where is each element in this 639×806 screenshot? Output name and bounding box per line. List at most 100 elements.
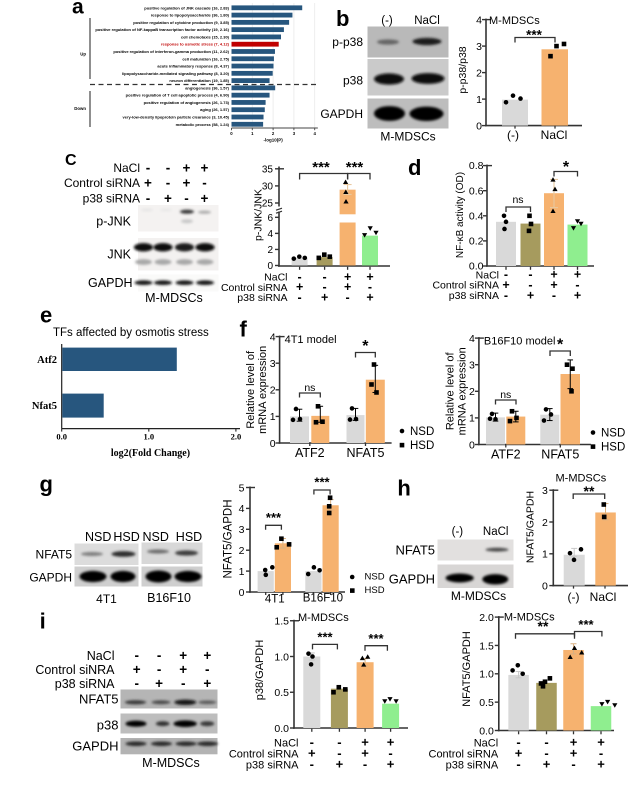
- svg-text:GAPDH: GAPDH: [29, 571, 72, 585]
- svg-text:-: -: [337, 735, 341, 750]
- svg-text:b: b: [336, 6, 349, 31]
- svg-text:-: -: [146, 160, 151, 175]
- svg-text:6: 6: [267, 213, 273, 224]
- svg-text:NFAT5: NFAT5: [396, 543, 436, 558]
- svg-text:GAPDH: GAPDH: [389, 572, 435, 587]
- svg-text:cell maturation (16, 2.75): cell maturation (16, 2.75): [182, 56, 229, 61]
- svg-text:4: 4: [270, 331, 276, 343]
- svg-text:positive regulation of interfe: positive regulation of interferon-gamma …: [113, 49, 229, 54]
- svg-text:aging (26, 1.57): aging (26, 1.57): [200, 107, 230, 112]
- svg-text:NFAT5/GAPDH: NFAT5/GAPDH: [223, 499, 235, 578]
- svg-text:4: 4: [239, 503, 245, 515]
- svg-text:(-): (-): [381, 15, 393, 27]
- svg-text:2.0: 2.0: [231, 432, 242, 442]
- svg-text:4: 4: [314, 131, 317, 136]
- svg-text:p-p38/p38: p-p38/p38: [457, 46, 469, 93]
- svg-text:0: 0: [267, 261, 273, 272]
- svg-text:f: f: [240, 316, 248, 341]
- svg-text:*: *: [563, 159, 570, 176]
- svg-text:0.2: 0.2: [469, 236, 484, 248]
- svg-text:very-low-density lipoprotein p: very-low-density lipoprotein particle cl…: [123, 115, 230, 120]
- svg-text:positive regulation of NF-kapp: positive regulation of NF-kappaB transcr…: [95, 27, 229, 32]
- svg-text:p38 siRNA: p38 siRNA: [449, 290, 499, 302]
- svg-text:+: +: [155, 676, 163, 691]
- svg-text:-: -: [571, 757, 575, 772]
- svg-text:0.4: 0.4: [469, 210, 484, 222]
- svg-text:HSD: HSD: [601, 442, 625, 454]
- svg-text:1: 1: [239, 566, 245, 578]
- svg-text:-: -: [599, 746, 603, 761]
- svg-text:NSD: NSD: [365, 572, 385, 583]
- svg-text:+: +: [203, 648, 211, 663]
- svg-text:positive regulation of JNK cas: positive regulation of JNK cascade (16, …: [144, 5, 229, 10]
- svg-text:p38/GAPDH: p38/GAPDH: [254, 640, 266, 701]
- svg-text:neuron differentiation (19, 1.: neuron differentiation (19, 1.85): [169, 78, 229, 83]
- svg-text:-: -: [181, 676, 186, 691]
- svg-text:NaCl: NaCl: [483, 526, 509, 538]
- svg-text:2: 2: [476, 67, 482, 79]
- svg-text:+: +: [336, 757, 344, 772]
- svg-text:1.0: 1.0: [479, 669, 494, 681]
- svg-text:NFAT5/GAPDH: NFAT5/GAPDH: [461, 631, 473, 707]
- svg-text:-: -: [363, 757, 367, 772]
- svg-text:M-MDSCs: M-MDSCs: [489, 15, 540, 27]
- svg-text:+: +: [574, 268, 581, 282]
- svg-text:NSD: NSD: [85, 530, 111, 544]
- svg-text:-log10(P): -log10(P): [263, 138, 283, 143]
- svg-text:-: -: [544, 735, 548, 750]
- svg-text:***: ***: [346, 159, 364, 176]
- svg-text:0.6: 0.6: [469, 185, 484, 197]
- svg-text:NaCl: NaCl: [590, 590, 617, 604]
- svg-text:M-MDSCs: M-MDSCs: [298, 612, 349, 624]
- svg-text:-: -: [337, 746, 341, 761]
- svg-text:Nfat5: Nfat5: [32, 401, 57, 412]
- svg-text:positive regulation of angioge: positive regulation of angiogenesis (26,…: [144, 100, 230, 105]
- svg-text:+: +: [201, 160, 209, 175]
- svg-text:4: 4: [267, 229, 273, 240]
- svg-text:2.0: 2.0: [479, 612, 494, 624]
- svg-text:2: 2: [272, 131, 275, 136]
- svg-text:+: +: [550, 268, 557, 282]
- svg-text:0: 0: [476, 120, 482, 132]
- svg-text:-: -: [516, 757, 520, 772]
- svg-text:-: -: [368, 280, 372, 294]
- svg-text:angiogenesis (36, 1.57): angiogenesis (36, 1.57): [185, 85, 229, 90]
- svg-text:***: ***: [368, 631, 384, 646]
- svg-text:-: -: [157, 662, 162, 677]
- svg-text:-: -: [184, 191, 189, 206]
- svg-text:p38 siRNA: p38 siRNA: [246, 760, 299, 772]
- svg-text:0: 0: [239, 587, 245, 599]
- svg-text:2: 2: [239, 545, 245, 557]
- svg-text:-: -: [298, 290, 302, 304]
- svg-text:+: +: [133, 662, 141, 677]
- svg-text:-: -: [528, 278, 532, 292]
- svg-text:+: +: [597, 735, 605, 750]
- svg-text:4: 4: [476, 14, 482, 26]
- svg-text:1: 1: [469, 413, 475, 425]
- svg-text:cell chemotaxis (15, 2.30): cell chemotaxis (15, 2.30): [181, 34, 230, 39]
- svg-text:-: -: [544, 746, 548, 761]
- svg-text:-: -: [310, 735, 314, 750]
- svg-text:0.5: 0.5: [274, 687, 289, 699]
- svg-text:NSD: NSD: [601, 428, 625, 440]
- svg-text:response to osmotic stress (7,: response to osmotic stress (7, 4.12): [161, 42, 230, 47]
- svg-text:4T1: 4T1: [265, 594, 285, 606]
- svg-text:25: 25: [262, 199, 274, 210]
- svg-text:3: 3: [239, 524, 245, 536]
- svg-text:-: -: [323, 280, 327, 294]
- svg-text:HSD: HSD: [176, 530, 202, 544]
- svg-text:-: -: [528, 268, 532, 282]
- svg-text:NSD: NSD: [142, 530, 168, 544]
- svg-text:p38: p38: [343, 74, 363, 88]
- svg-text:+: +: [527, 288, 534, 302]
- svg-text:NF-κB activity (OD): NF-κB activity (OD): [455, 172, 466, 258]
- svg-text:3: 3: [469, 360, 475, 372]
- svg-text:0: 0: [469, 439, 475, 451]
- svg-text:NFAT5: NFAT5: [347, 446, 385, 460]
- svg-text:Down: Down: [74, 106, 86, 111]
- svg-text:35: 35: [262, 164, 274, 175]
- svg-text:+: +: [515, 746, 523, 761]
- svg-text:1.0: 1.0: [143, 432, 154, 442]
- svg-text:***: ***: [312, 159, 330, 176]
- svg-text:*: *: [362, 338, 369, 355]
